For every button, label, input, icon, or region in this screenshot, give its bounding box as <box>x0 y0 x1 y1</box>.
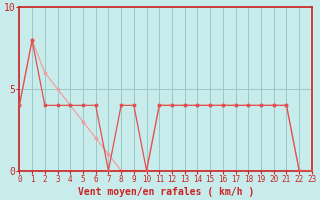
X-axis label: Vent moyen/en rafales ( km/h ): Vent moyen/en rafales ( km/h ) <box>77 187 254 197</box>
